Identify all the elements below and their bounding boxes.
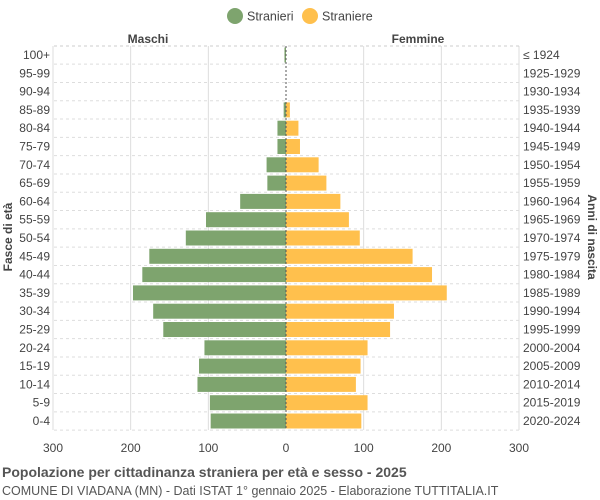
right-header: Femmine <box>392 32 445 46</box>
age-group-label: 15-19 <box>19 359 50 373</box>
age-group-label: 20-24 <box>19 341 50 355</box>
bar-straniere-85-89 <box>286 102 290 118</box>
age-group-label: 10-14 <box>19 377 50 391</box>
bar-stranieri-15-19 <box>199 358 286 374</box>
x-tick-label: 300 <box>509 441 529 455</box>
legend-label-straniere: Straniere <box>322 10 373 24</box>
bar-stranieri-20-24 <box>204 340 286 356</box>
birth-year-label: 1980-1984 <box>523 268 581 282</box>
bar-straniere-60-64 <box>286 193 341 209</box>
bar-stranieri-25-29 <box>163 322 286 337</box>
age-group-label: 100+ <box>23 48 50 62</box>
left-header: Maschi <box>128 32 169 46</box>
bar-stranieri-30-34 <box>153 303 286 319</box>
x-tick-label: 100 <box>198 441 218 455</box>
bar-straniere-5-9 <box>286 395 368 411</box>
birth-year-label: 1945-1949 <box>523 140 581 154</box>
birth-year-label: 1950-1954 <box>523 158 581 172</box>
chart-subtitle: COMUNE DI VIADANA (MN) - Dati ISTAT 1° g… <box>2 484 499 498</box>
bar-stranieri-85-89 <box>283 102 286 118</box>
x-tick-label: 100 <box>354 441 374 455</box>
bar-stranieri-0-4 <box>210 413 286 429</box>
age-group-label: 35-39 <box>19 286 50 300</box>
y-axis-label-left: Fasce di età <box>1 202 15 271</box>
birth-year-label: 2010-2014 <box>523 377 581 391</box>
age-group-label: 40-44 <box>19 268 50 282</box>
birth-year-label: 1975-1979 <box>523 249 581 263</box>
bar-straniere-55-59 <box>286 212 349 228</box>
age-group-label: 65-69 <box>19 176 50 190</box>
bar-stranieri-75-79 <box>277 139 286 154</box>
bar-stranieri-100+ <box>284 47 286 63</box>
birth-year-label: 1940-1944 <box>523 121 581 135</box>
bar-stranieri-65-69 <box>267 175 286 191</box>
birth-year-label: 1985-1989 <box>523 286 581 300</box>
bar-stranieri-45-49 <box>149 248 286 264</box>
legend-label-stranieri: Stranieri <box>247 10 294 24</box>
birth-year-label: 1970-1974 <box>523 231 581 245</box>
x-tick-label: 200 <box>431 441 451 455</box>
birth-year-label: 1995-1999 <box>523 323 581 337</box>
bar-straniere-35-39 <box>286 285 447 301</box>
legend: Stranieri Straniere <box>227 8 373 24</box>
birth-year-label: 1930-1934 <box>523 85 581 99</box>
bar-stranieri-80-84 <box>277 120 286 136</box>
age-group-label: 85-89 <box>19 103 50 117</box>
bar-straniere-45-49 <box>286 248 413 264</box>
bar-straniere-50-54 <box>286 230 360 246</box>
bar-straniere-10-14 <box>286 376 356 392</box>
age-group-label: 5-9 <box>33 396 51 410</box>
bar-straniere-70-74 <box>286 157 319 173</box>
x-tick-label: 300 <box>43 441 63 455</box>
birth-year-label: 2015-2019 <box>523 396 581 410</box>
age-group-label: 45-49 <box>19 249 50 263</box>
y-axis-label-right: Anni di nascita <box>585 194 599 280</box>
x-tick-label: 0 <box>283 441 290 455</box>
birth-year-label: 1990-1994 <box>523 304 581 318</box>
bar-straniere-20-24 <box>286 340 368 356</box>
bar-straniere-40-44 <box>286 267 433 283</box>
birth-year-label: ≤ 1924 <box>523 48 560 62</box>
age-group-label: 80-84 <box>19 121 50 135</box>
bar-stranieri-55-59 <box>206 212 286 228</box>
bar-straniere-65-69 <box>286 175 327 191</box>
age-group-label: 30-34 <box>19 304 50 318</box>
age-group-label: 55-59 <box>19 213 50 227</box>
birth-year-label: 1960-1964 <box>523 194 581 208</box>
birth-year-label: 1935-1939 <box>523 103 581 117</box>
birth-year-label: 1955-1959 <box>523 176 581 190</box>
birth-year-label: 2000-2004 <box>523 341 581 355</box>
bar-straniere-80-84 <box>286 120 299 136</box>
birth-year-label: 1925-1929 <box>523 66 581 80</box>
birth-year-label: 2005-2009 <box>523 359 581 373</box>
chart-title: Popolazione per cittadinanza straniera p… <box>2 464 407 480</box>
bar-straniere-0-4 <box>286 413 362 429</box>
bar-stranieri-50-54 <box>185 230 286 246</box>
age-group-label: 90-94 <box>19 85 50 99</box>
age-group-label: 70-74 <box>19 158 50 172</box>
legend-swatch-straniere <box>302 8 318 24</box>
bar-stranieri-35-39 <box>132 285 286 301</box>
legend-swatch-stranieri <box>227 8 243 24</box>
bar-straniere-15-19 <box>286 358 361 374</box>
age-group-label: 50-54 <box>19 231 50 245</box>
bar-stranieri-10-14 <box>197 376 286 392</box>
bar-stranieri-40-44 <box>142 267 286 283</box>
birth-year-label: 1965-1969 <box>523 213 581 227</box>
age-group-label: 75-79 <box>19 140 50 154</box>
age-group-label: 60-64 <box>19 194 50 208</box>
bar-stranieri-60-64 <box>240 193 286 209</box>
age-group-label: 25-29 <box>19 323 50 337</box>
age-group-label: 0-4 <box>33 414 51 428</box>
x-tick-label: 200 <box>121 441 141 455</box>
bar-stranieri-70-74 <box>266 157 286 173</box>
bar-straniere-75-79 <box>286 139 300 154</box>
bar-straniere-30-34 <box>286 303 394 319</box>
birth-year-label: 2020-2024 <box>523 414 581 428</box>
bar-stranieri-5-9 <box>209 395 286 411</box>
population-pyramid-chart: Stranieri Straniere Maschi Femmine Fasce… <box>1 8 599 455</box>
age-group-label: 95-99 <box>19 66 50 80</box>
bar-straniere-25-29 <box>286 322 391 337</box>
